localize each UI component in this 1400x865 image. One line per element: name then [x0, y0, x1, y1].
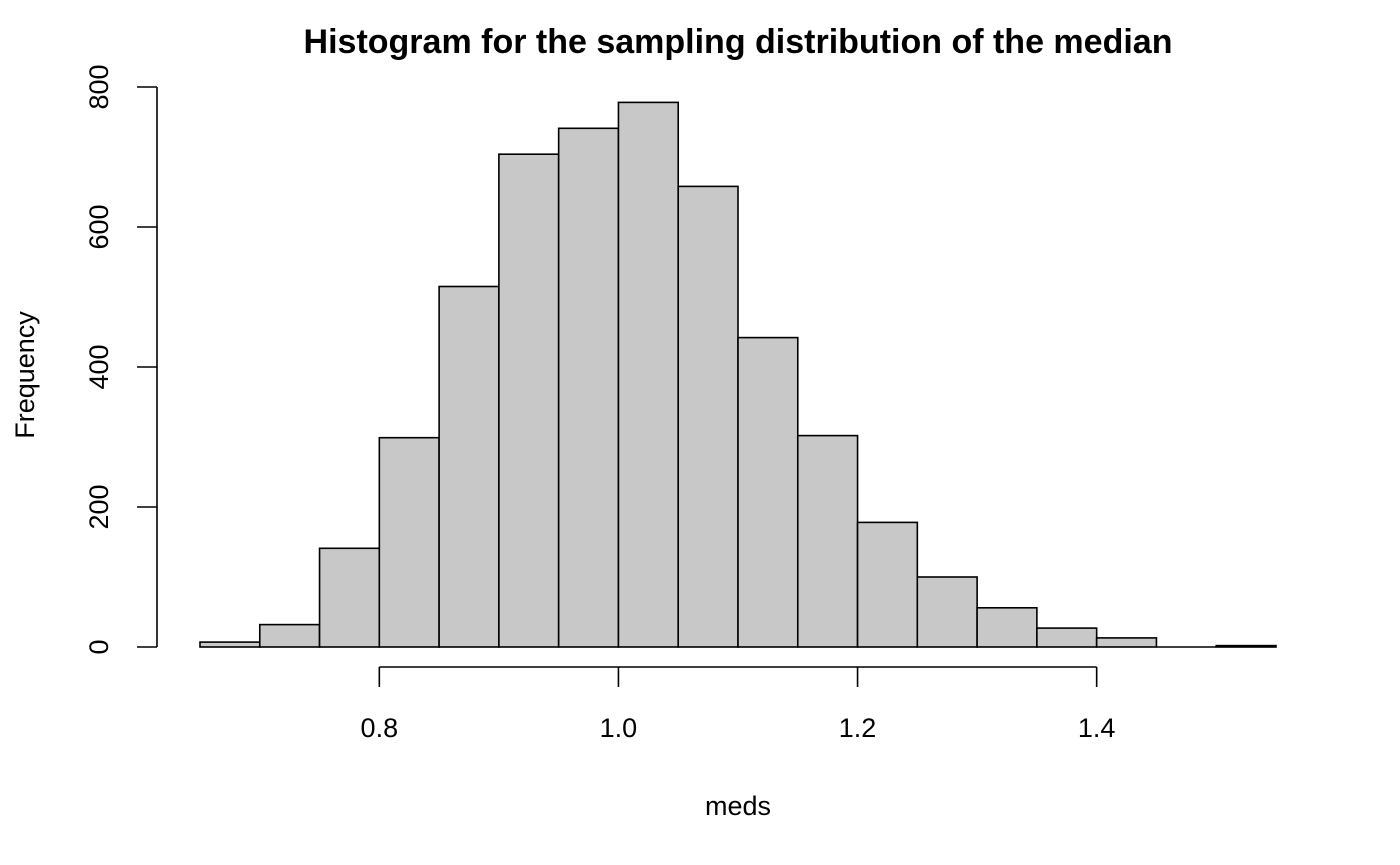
- histogram-bar: [856, 521, 919, 648]
- histogram-bar: [557, 127, 620, 648]
- x-axis: 0.8 1.0 1.2 1.4: [361, 666, 1116, 743]
- x-tick-label: 1.4: [1078, 713, 1116, 743]
- y-axis-label: Frequency: [10, 311, 40, 439]
- y-tick-label: 200: [84, 484, 114, 529]
- y-tick-label: 800: [84, 64, 114, 109]
- histogram-bar: [677, 185, 739, 648]
- y-axis: 0 200 400 600 800: [84, 64, 158, 655]
- histogram-bar: [796, 434, 859, 648]
- histogram-bar: [1215, 644, 1277, 648]
- histogram-bars: [199, 101, 1277, 648]
- histogram-bar: [737, 336, 799, 648]
- histogram-bar: [1036, 627, 1098, 648]
- y-tick-label: 600: [84, 204, 114, 249]
- histogram-bar: [498, 153, 560, 648]
- histogram-bar: [916, 576, 978, 648]
- x-tick-label: 1.0: [600, 713, 638, 743]
- histogram-bar: [1095, 637, 1158, 648]
- y-tick-label: 400: [84, 344, 114, 389]
- x-axis-label: meds: [705, 791, 771, 821]
- histogram-bar: [438, 285, 500, 648]
- y-tick-label: 0: [84, 639, 114, 654]
- histogram-bar: [199, 641, 261, 648]
- x-tick-label: 0.8: [361, 713, 399, 743]
- histogram-bar: [258, 623, 321, 648]
- x-tick-label: 1.2: [839, 713, 877, 743]
- chart-title: Histogram for the sampling distribution …: [304, 23, 1173, 61]
- histogram-bar: [976, 606, 1038, 648]
- histogram-bar: [318, 547, 381, 648]
- histogram-bar: [378, 436, 440, 648]
- histogram-bar: [617, 101, 680, 648]
